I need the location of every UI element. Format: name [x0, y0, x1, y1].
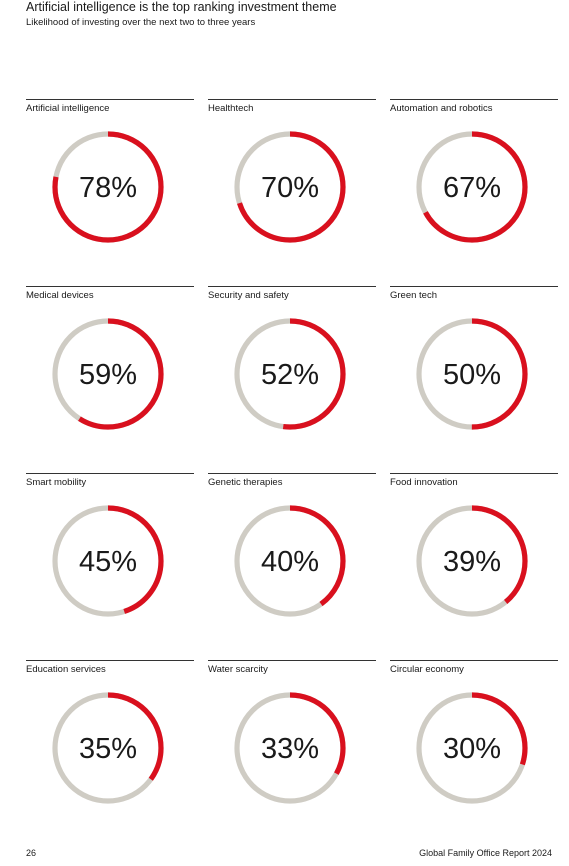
category-label: Green tech [390, 290, 437, 301]
percentage-label: 33% [261, 733, 319, 765]
donut-chart: 50% [416, 318, 528, 430]
cell-divider [26, 286, 194, 287]
donut-cell: Medical devices 59% [26, 286, 194, 473]
donut-cell: Food innovation 39% [390, 473, 558, 660]
donut-value-arc [52, 505, 164, 617]
chart-title: Artificial intelligence is the top ranki… [26, 0, 337, 14]
donut-chart: 39% [416, 505, 528, 617]
cell-divider [26, 473, 194, 474]
cell-divider [390, 99, 558, 100]
donut-cell: Security and safety 52% [208, 286, 376, 473]
donut-cell: Water scarcity 33% [208, 660, 376, 847]
donut-value-arc [234, 318, 346, 430]
category-label: Education services [26, 664, 106, 675]
donut-cell: Genetic therapies 40% [208, 473, 376, 660]
cell-divider [208, 286, 376, 287]
donut-cell: Education services 35% [26, 660, 194, 847]
cell-divider [390, 660, 558, 661]
category-label: Artificial intelligence [26, 103, 110, 114]
publication-title: Global Family Office Report 2024 [419, 848, 552, 858]
donut-value-arc [416, 692, 528, 804]
percentage-label: 52% [261, 359, 319, 391]
donut-cell: Circular economy 30% [390, 660, 558, 847]
donut-cell: Smart mobility 45% [26, 473, 194, 660]
donut-value-arc [234, 692, 346, 804]
cell-divider [390, 473, 558, 474]
donut-chart: 40% [234, 505, 346, 617]
donut-value-arc [234, 131, 346, 243]
chart-subtitle: Likelihood of investing over the next tw… [26, 17, 256, 28]
category-label: Genetic therapies [208, 477, 283, 488]
cell-divider [208, 473, 376, 474]
percentage-label: 39% [443, 546, 501, 578]
donut-chart: 78% [52, 131, 164, 243]
donut-cell: Artificial intelligence 78% [26, 99, 194, 286]
donut-value-arc [52, 692, 164, 804]
donut-chart: 52% [234, 318, 346, 430]
donut-value-arc [52, 131, 164, 243]
category-label: Healthtech [208, 103, 254, 114]
category-label: Medical devices [26, 290, 94, 301]
percentage-label: 40% [261, 546, 319, 578]
percentage-label: 30% [443, 733, 501, 765]
category-label: Circular economy [390, 664, 464, 675]
page-number: 26 [26, 848, 37, 858]
percentage-label: 70% [261, 172, 319, 204]
donut-value-arc [52, 318, 164, 430]
donut-value-arc [416, 131, 528, 243]
donut-cell: Automation and robotics 67% [390, 99, 558, 286]
cell-divider [208, 660, 376, 661]
percentage-label: 35% [79, 733, 137, 765]
percentage-label: 78% [79, 172, 137, 204]
category-label: Automation and robotics [390, 103, 493, 114]
donut-value-arc [416, 318, 528, 430]
donut-chart: 33% [234, 692, 346, 804]
percentage-label: 50% [443, 359, 501, 391]
donut-value-arc [416, 505, 528, 617]
donut-chart: 45% [52, 505, 164, 617]
donut-chart: 59% [52, 318, 164, 430]
cell-divider [390, 286, 558, 287]
category-label: Smart mobility [26, 477, 87, 488]
donut-chart: 70% [234, 131, 346, 243]
cell-divider [26, 660, 194, 661]
donut-cell: Healthtech 70% [208, 99, 376, 286]
category-label: Food innovation [390, 477, 458, 488]
donut-chart: 67% [416, 131, 528, 243]
category-label: Water scarcity [208, 664, 268, 675]
donut-value-arc [234, 505, 346, 617]
cell-divider [26, 99, 194, 100]
donut-grid: Artificial intelligence 78% Healthtech 70% A… [26, 99, 558, 847]
category-label: Security and safety [208, 290, 289, 301]
donut-cell: Green tech 50% [390, 286, 558, 473]
donut-chart: 35% [52, 692, 164, 804]
donut-chart: 30% [416, 692, 528, 804]
percentage-label: 45% [79, 546, 137, 578]
cell-divider [208, 99, 376, 100]
percentage-label: 67% [443, 172, 501, 204]
percentage-label: 59% [79, 359, 137, 391]
